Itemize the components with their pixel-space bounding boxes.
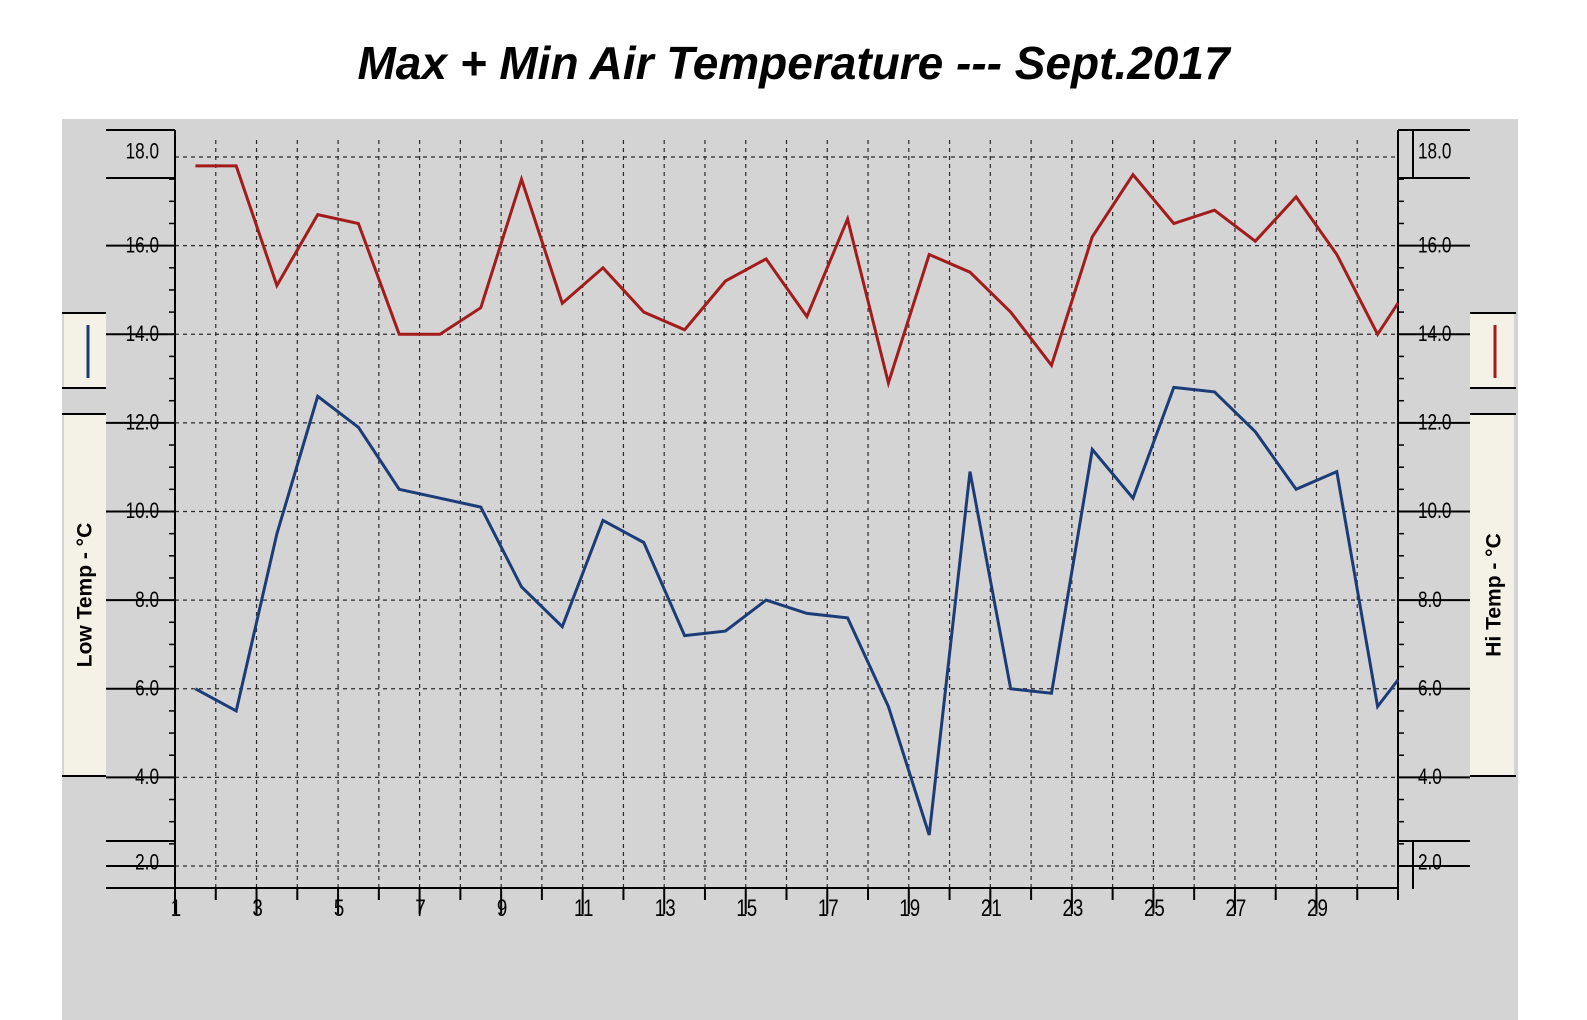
ticks: 2.0 2.0 4.0 4.0 6.0 6.0 8.0 8.0 10.0 10.0 12.0 12.0… [106,129,1470,922]
x-tick-label: 3 [252,895,262,922]
x-tick-label: 23 [1062,895,1083,922]
series-lines [194,164,1400,836]
x-tick-label: 27 [1226,895,1247,922]
right-legend [1470,312,1516,389]
x-tick-label: 7 [415,895,425,922]
x-tick-label: 21 [981,895,1002,922]
y-tick-label-right: 4.0 [1418,765,1442,790]
y-tick-label-right: 10.0 [1418,499,1451,524]
x-tick-label: 15 [736,895,757,922]
x-tick-label: 13 [655,895,676,922]
y-tick-label-right: 18.0 [1418,140,1451,165]
x-tick-label: 1 [171,895,181,922]
x-tick-label: 9 [497,895,507,922]
grid [175,140,1398,888]
y-tick-label-right: 8.0 [1418,588,1442,613]
low-temp-line [194,385,1400,836]
y-tick-label-left: 8.0 [135,588,159,613]
x-tick-label: 17 [818,895,839,922]
y-tick-label-left: 12.0 [126,411,159,436]
y-tick-label-right: 16.0 [1418,233,1451,258]
y-tick-label-left: 14.0 [126,322,159,347]
axes [106,130,1399,889]
x-tick-label: 25 [1144,895,1165,922]
chart-title: Max + Min Air Temperature --- Sept.2017 [357,37,1230,89]
y-tick-label-left: 6.0 [135,676,159,701]
x-tick-label: 19 [899,895,920,922]
x-tick-label: 5 [334,895,344,922]
y-tick-label-right: 6.0 [1418,676,1442,701]
hi-temp-line [195,164,1400,389]
x-tick-label: 11 [574,895,593,922]
y-tick-label-left: 18.0 [126,140,159,165]
left-axis-label-box [62,413,106,777]
y-tick-label-left: 4.0 [135,765,159,790]
x-tick-label: 29 [1307,895,1328,922]
y-tick-label-right: 2.0 [1418,851,1442,876]
y-axis-label-left: Low Temp - °C [74,523,97,668]
y-tick-label-left: 10.0 [126,499,159,524]
y-tick-label-left: 2.0 [135,851,159,876]
y-tick-label-right: 14.0 [1418,322,1451,347]
y-tick-label-right: 12.0 [1418,411,1451,436]
y-tick-label-left: 16.0 [126,233,159,258]
plot-area [175,140,1398,888]
left-legend [62,312,106,389]
y-axis-label-right: Hi Temp - °C [1483,533,1506,657]
right-axis-label-box [1470,413,1516,777]
